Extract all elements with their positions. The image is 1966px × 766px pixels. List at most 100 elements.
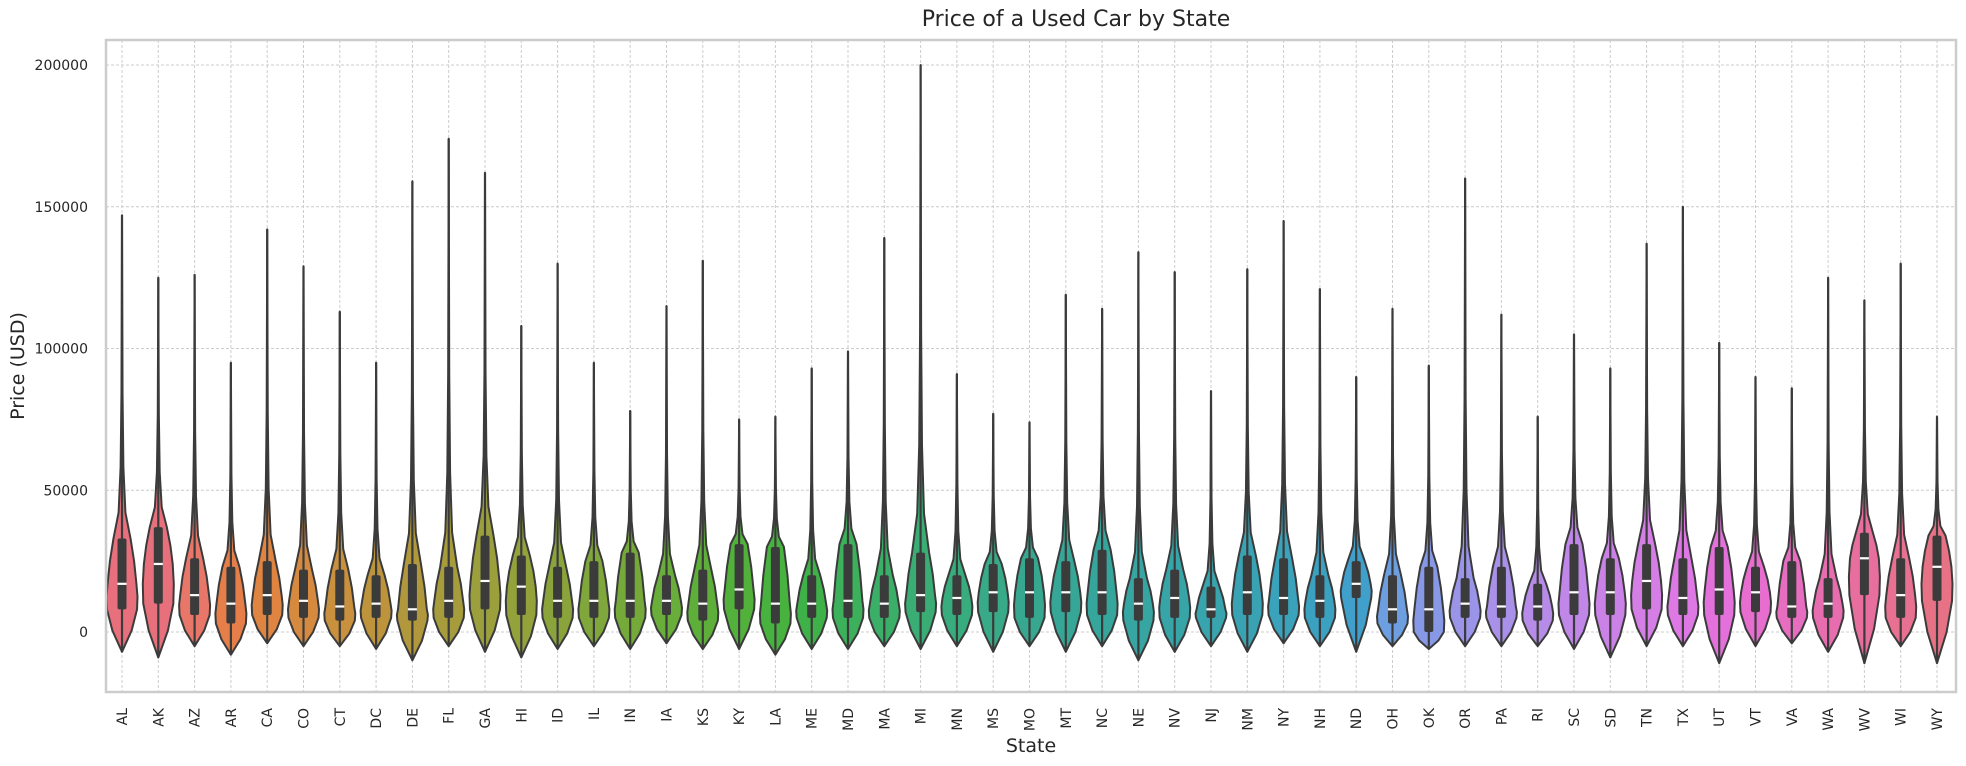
iqr-box xyxy=(1605,558,1615,615)
x-tick-label: KS xyxy=(696,708,712,726)
iqr-box xyxy=(1025,558,1034,618)
y-tick-label: 0 xyxy=(79,625,88,641)
iqr-box xyxy=(1569,544,1579,615)
chart-title: Price of a Used Car by State xyxy=(922,7,1230,32)
x-tick-label: AL xyxy=(115,708,131,726)
x-tick-label: VT xyxy=(1749,708,1765,727)
iqr-box xyxy=(952,575,962,615)
iqr-box xyxy=(1787,561,1797,618)
iqr-box xyxy=(916,552,926,613)
iqr-box xyxy=(1533,583,1543,621)
x-tick-label: PA xyxy=(1494,708,1510,726)
iqr-box xyxy=(407,563,417,621)
plot-frame xyxy=(104,38,1958,694)
x-tick-label: KY xyxy=(732,708,748,726)
iqr-box xyxy=(589,561,599,618)
iqr-box xyxy=(1642,544,1652,610)
iqr-box xyxy=(1496,566,1506,618)
iqr-box xyxy=(1859,532,1869,596)
x-tick-label: DC xyxy=(369,708,385,729)
x-tick-label: FL xyxy=(442,708,458,724)
iqr-box xyxy=(1751,566,1760,613)
y-tick-label: 50000 xyxy=(43,483,88,499)
x-tick-label: IL xyxy=(587,708,603,720)
x-axis-label: State xyxy=(1006,735,1056,757)
tick-layer: 0 50000 100000 150000 200000 AL AK AZ AR CA CO CT DC… xyxy=(35,58,1946,731)
x-tick-label: NH xyxy=(1313,708,1329,729)
y-axis-label: Price (USD) xyxy=(7,312,29,420)
x-tick-label: NM xyxy=(1240,708,1256,731)
iqr-box xyxy=(698,569,708,621)
violin-layer xyxy=(105,64,1954,665)
iqr-box xyxy=(1097,549,1107,615)
iqr-box xyxy=(335,569,345,621)
x-tick-label: MN xyxy=(950,708,966,731)
iqr-box xyxy=(988,563,998,613)
iqr-box xyxy=(1823,578,1833,618)
iqr-box xyxy=(770,546,780,624)
y-tick-label: 150000 xyxy=(35,200,88,216)
iqr-box xyxy=(262,561,272,615)
x-tick-label: ND xyxy=(1349,708,1365,729)
x-tick-label: VA xyxy=(1785,708,1801,727)
iqr-box xyxy=(625,552,635,618)
iqr-box xyxy=(1206,586,1216,618)
x-tick-label: UT xyxy=(1712,708,1728,727)
iqr-box xyxy=(1424,566,1434,632)
x-tick-label: OR xyxy=(1458,708,1474,729)
iqr-box xyxy=(1678,558,1688,615)
x-tick-label: SD xyxy=(1603,708,1619,728)
y-tick-label: 200000 xyxy=(35,58,88,74)
x-tick-label: TX xyxy=(1676,708,1692,728)
x-tick-label: AZ xyxy=(188,708,204,727)
x-tick-label: AR xyxy=(224,708,240,728)
iqr-box xyxy=(1714,546,1724,615)
x-tick-label: WY xyxy=(1930,708,1946,731)
iqr-box xyxy=(153,527,163,604)
x-tick-label: RI xyxy=(1531,708,1547,722)
iqr-box xyxy=(1279,558,1289,615)
iqr-box xyxy=(190,558,200,615)
iqr-box xyxy=(807,575,817,618)
iqr-box xyxy=(734,544,744,610)
x-tick-label: NY xyxy=(1277,708,1293,727)
x-tick-label: MD xyxy=(841,708,857,731)
iqr-box xyxy=(299,569,308,618)
x-tick-label: AK xyxy=(151,707,167,727)
iqr-box xyxy=(516,555,526,615)
iqr-box xyxy=(1932,535,1942,601)
x-tick-label: GA xyxy=(478,708,494,729)
x-tick-label: WI xyxy=(1894,708,1910,726)
x-tick-label: NC xyxy=(1095,708,1111,728)
x-tick-label: TN xyxy=(1640,708,1656,728)
x-tick-label: LA xyxy=(768,708,784,726)
iqr-box xyxy=(553,566,563,618)
iqr-box xyxy=(1460,578,1470,618)
iqr-box xyxy=(480,535,490,610)
x-tick-label: NJ xyxy=(1204,708,1220,723)
iqr-box xyxy=(662,575,671,615)
iqr-box xyxy=(371,575,381,618)
iqr-box xyxy=(1351,561,1361,598)
iqr-box xyxy=(226,566,236,624)
x-tick-label: HI xyxy=(514,708,530,723)
x-tick-label: MS xyxy=(986,708,1002,729)
x-tick-label: MI xyxy=(914,708,930,724)
iqr-box xyxy=(879,575,889,618)
x-tick-label: DE xyxy=(405,708,421,728)
iqr-box xyxy=(1896,558,1906,618)
x-tick-label: ME xyxy=(805,708,821,729)
x-tick-label: IA xyxy=(660,708,676,722)
iqr-box xyxy=(1242,555,1252,615)
x-tick-label: WA xyxy=(1821,708,1837,731)
x-tick-label: CA xyxy=(260,708,276,728)
iqr-box xyxy=(1061,561,1071,613)
x-tick-label: IN xyxy=(623,708,639,723)
x-tick-label: SC xyxy=(1567,708,1583,727)
x-tick-label: MA xyxy=(877,708,893,730)
x-tick-label: ID xyxy=(551,708,567,723)
y-tick-label: 100000 xyxy=(35,342,88,358)
x-tick-label: CT xyxy=(333,708,349,727)
x-tick-label: OH xyxy=(1386,708,1402,730)
